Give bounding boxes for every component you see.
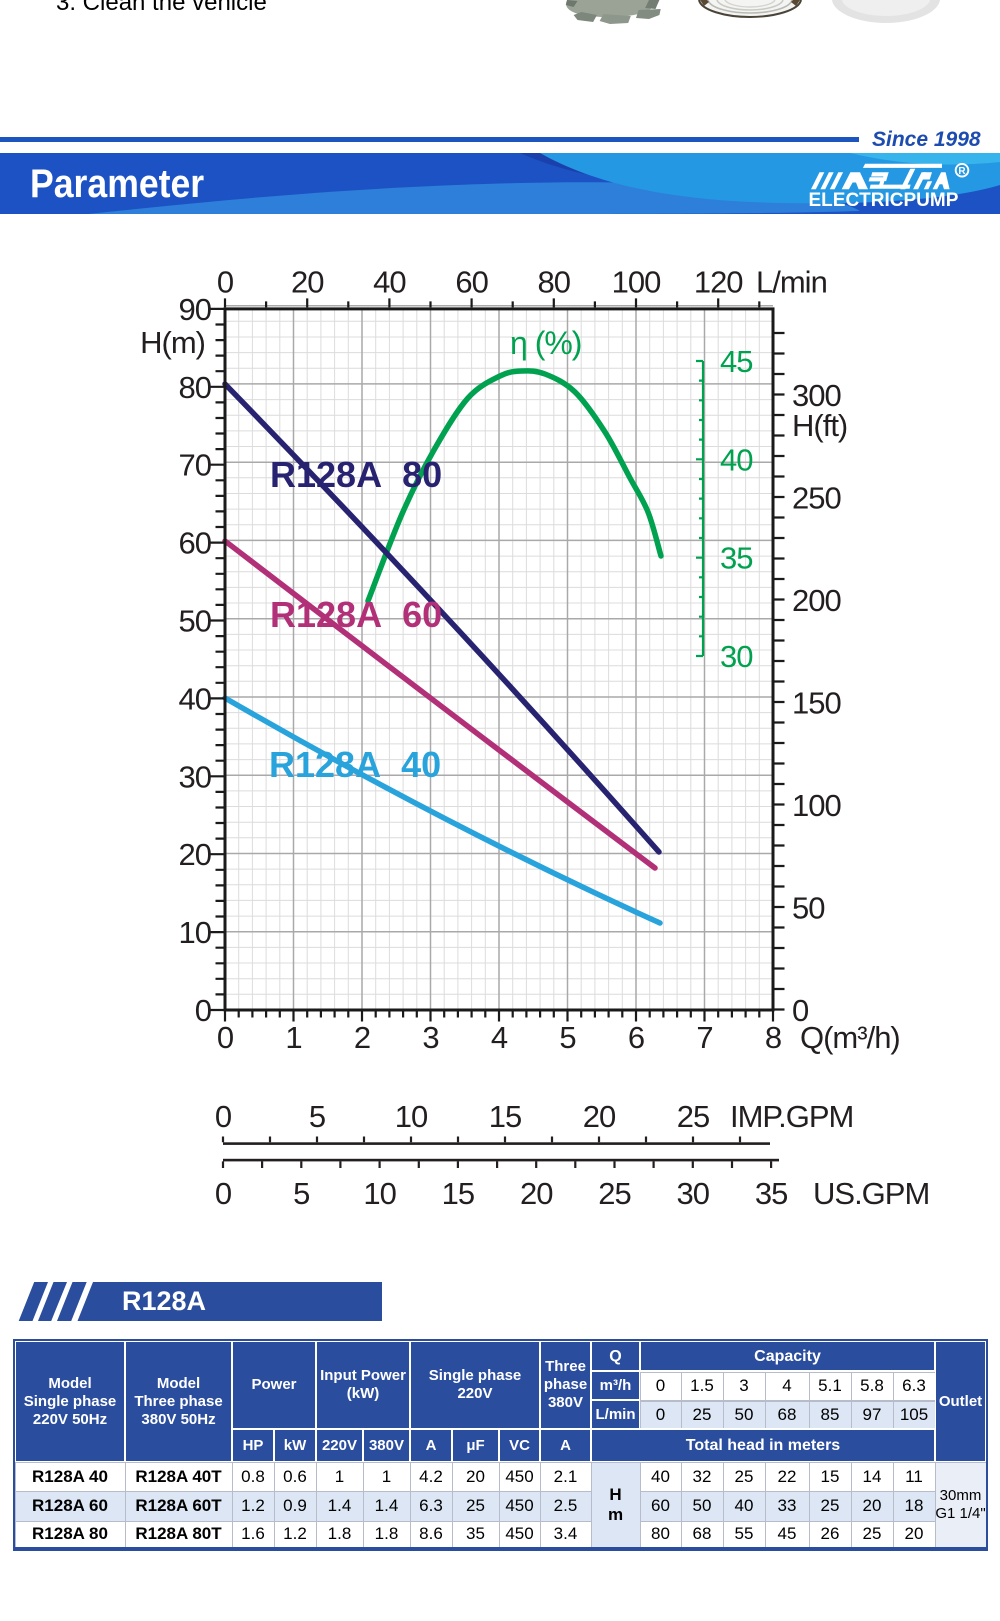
svg-text:40: 40: [179, 681, 212, 716]
svg-text:R128A 80: R128A 80: [270, 454, 442, 495]
svg-text:0: 0: [215, 1176, 232, 1211]
svg-text:8: 8: [765, 1020, 781, 1055]
svg-text:7: 7: [696, 1020, 712, 1055]
svg-text:R128A 60: R128A 60: [270, 594, 442, 635]
svg-text:6: 6: [628, 1020, 644, 1055]
svg-text:45: 45: [720, 344, 752, 379]
svg-text:80: 80: [538, 265, 571, 300]
svg-text:5: 5: [293, 1176, 309, 1211]
svg-text:10: 10: [395, 1099, 428, 1134]
svg-text:120: 120: [694, 265, 743, 300]
svg-text:ELECTRICPUMP: ELECTRICPUMP: [809, 190, 959, 211]
svg-text:0: 0: [215, 1099, 232, 1134]
svg-text:50: 50: [792, 891, 825, 926]
svg-text:60: 60: [455, 265, 488, 300]
svg-text:10: 10: [363, 1176, 396, 1211]
svg-text:90: 90: [179, 292, 212, 327]
svg-text:0: 0: [217, 1020, 234, 1055]
svg-text:70: 70: [179, 448, 212, 483]
svg-text:0: 0: [195, 993, 212, 1028]
svg-text:2: 2: [354, 1020, 370, 1055]
svg-text:15: 15: [489, 1099, 521, 1134]
svg-text:0: 0: [792, 993, 809, 1028]
svg-text:US.GPM: US.GPM: [813, 1176, 929, 1211]
svg-text:100: 100: [612, 265, 661, 300]
svg-text:35: 35: [720, 541, 752, 576]
svg-text:0: 0: [217, 265, 234, 300]
svg-text:300: 300: [792, 378, 841, 413]
svg-text:Q(m³/h): Q(m³/h): [800, 1020, 900, 1055]
svg-text:4: 4: [491, 1020, 508, 1055]
svg-text:20: 20: [179, 837, 212, 872]
svg-text:60: 60: [179, 526, 212, 561]
svg-text:35: 35: [755, 1176, 787, 1211]
svg-text:R128A 40: R128A 40: [269, 744, 441, 785]
svg-text:100: 100: [792, 788, 841, 823]
svg-text:10: 10: [179, 915, 212, 950]
svg-text:1: 1: [285, 1020, 301, 1055]
svg-text:30: 30: [677, 1176, 710, 1211]
svg-text:25: 25: [598, 1176, 630, 1211]
svg-text:20: 20: [520, 1176, 553, 1211]
svg-text:250: 250: [792, 481, 841, 516]
svg-text:30: 30: [720, 639, 753, 674]
svg-text:50: 50: [179, 604, 212, 639]
svg-text:15: 15: [442, 1176, 474, 1211]
svg-text:25: 25: [677, 1099, 709, 1134]
svg-text:H(m): H(m): [140, 325, 205, 360]
svg-text:R128A: R128A: [122, 1286, 206, 1316]
svg-text:η (%): η (%): [510, 325, 581, 361]
svg-text:20: 20: [291, 265, 324, 300]
svg-text:5: 5: [309, 1099, 325, 1134]
svg-text:150: 150: [792, 686, 841, 721]
svg-text:80: 80: [179, 370, 212, 405]
svg-text:3: 3: [422, 1020, 438, 1055]
svg-text:20: 20: [583, 1099, 616, 1134]
svg-text:30: 30: [179, 759, 212, 794]
svg-text:40: 40: [373, 265, 406, 300]
svg-text:40: 40: [720, 442, 753, 477]
svg-text:5: 5: [559, 1020, 575, 1055]
svg-text:IMP.GPM: IMP.GPM: [730, 1099, 853, 1134]
svg-text:R: R: [958, 166, 966, 177]
svg-text:200: 200: [792, 583, 841, 618]
svg-text:L/min: L/min: [756, 265, 827, 300]
svg-text:H(ft): H(ft): [792, 408, 847, 443]
